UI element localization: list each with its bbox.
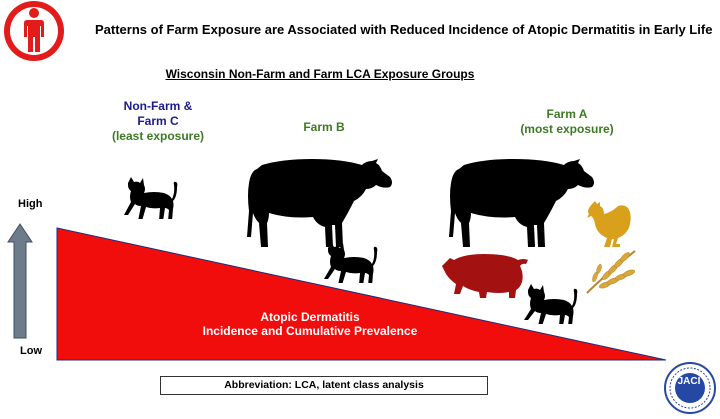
group-label-farm-a: Farm A (most exposure) xyxy=(507,107,627,137)
group-nonfarm-line1: Non-Farm & xyxy=(123,99,193,113)
group-nonfarm-line2: Farm C xyxy=(137,114,179,128)
journal-seal-icon xyxy=(664,362,716,414)
abbreviation-note: Abbreviation: LCA, latent class analysis xyxy=(160,376,488,395)
group-farm-a-line2: (most exposure) xyxy=(520,122,614,136)
group-label-farm-b: Farm B xyxy=(303,120,345,134)
cat-icon xyxy=(524,284,578,324)
cow-icon xyxy=(247,159,392,247)
axis-high-label: High xyxy=(18,198,43,210)
triangle-label-line2: Incidence and Cumulative Prevalence xyxy=(202,324,418,338)
rooster-icon xyxy=(587,201,631,247)
cat-icon xyxy=(324,242,378,283)
journal-seal-text: JACI xyxy=(677,376,701,387)
cow-icon xyxy=(449,159,594,247)
group-farm-a-line1: Farm A xyxy=(546,107,588,121)
group-nonfarm-line3: (least exposure) xyxy=(111,129,205,143)
up-arrow-icon xyxy=(7,223,33,339)
page-subtitle: Wisconsin Non-Farm and Farm LCA Exposure… xyxy=(165,67,475,81)
triangle-label: Atopic Dermatitis Incidence and Cumulati… xyxy=(180,310,440,338)
axis-low-label: Low xyxy=(20,345,42,357)
wheat-icon xyxy=(586,250,636,294)
triangle-label-line1: Atopic Dermatitis xyxy=(260,310,360,324)
pig-icon xyxy=(442,254,528,298)
cat-icon xyxy=(124,177,178,219)
human-figure-icon xyxy=(4,1,64,61)
page-title: Patterns of Farm Exposure are Associated… xyxy=(95,22,713,37)
group-label-nonfarm: Non-Farm & Farm C (least exposure) xyxy=(98,99,218,144)
